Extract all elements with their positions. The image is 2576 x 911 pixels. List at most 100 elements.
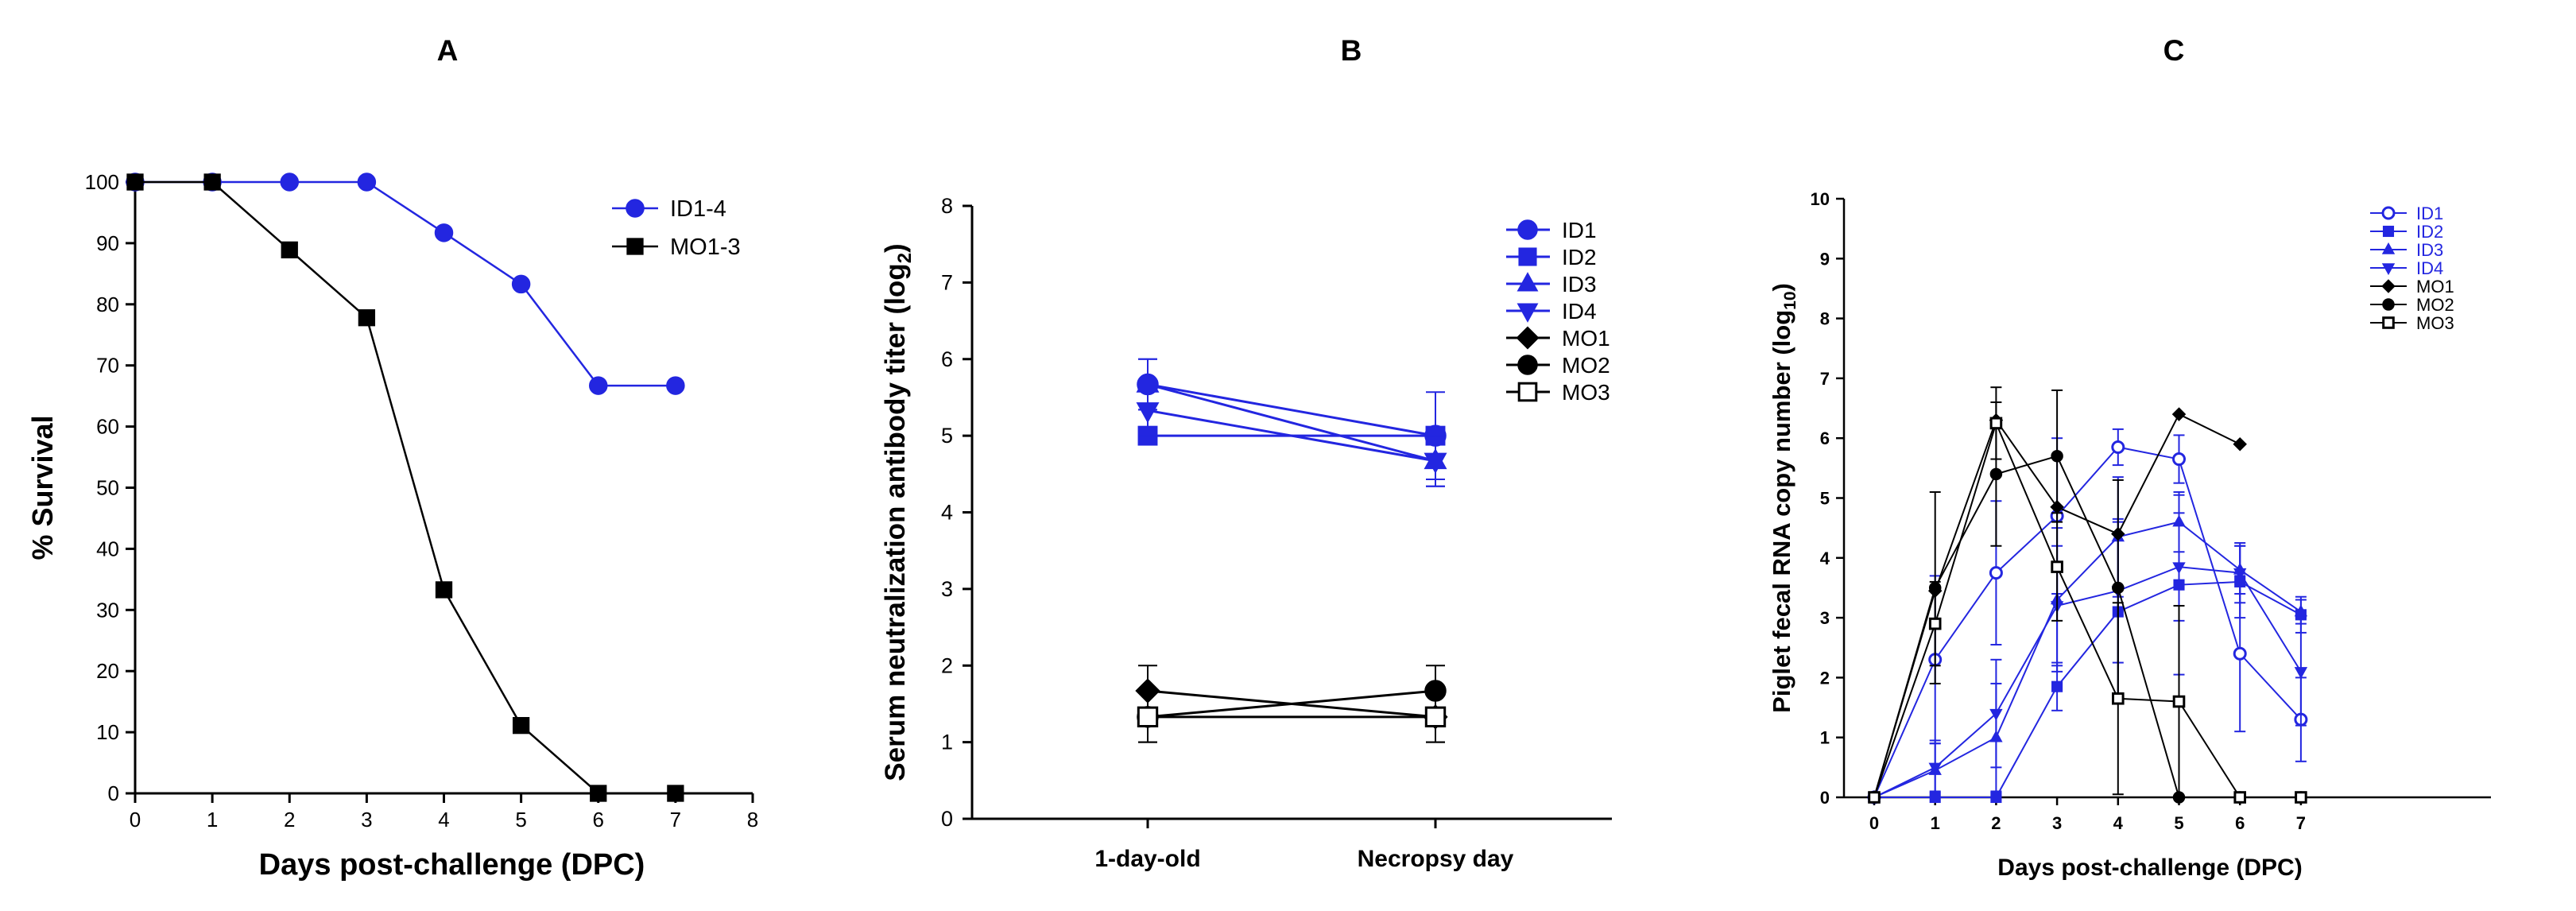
panel-b-label: B — [1341, 34, 1362, 67]
y-tick-label: 30 — [96, 598, 119, 622]
y-tick-label: 3 — [1820, 608, 1830, 628]
x-axis-title: Days post-challenge (DPC) — [1997, 855, 2302, 881]
series-line-MO2 — [1873, 455, 2301, 798]
legend-label: MO2 — [2416, 295, 2454, 315]
legend-marker-ID2 — [1518, 247, 1537, 266]
series-line-MO3 — [1873, 421, 2301, 798]
y-tick-label: 100 — [85, 170, 119, 194]
data-point-ID1 — [2233, 646, 2247, 661]
data-point-ID1-4 — [511, 274, 531, 294]
x-tick-label: 4 — [2113, 813, 2124, 833]
data-point-MO1-3 — [126, 173, 144, 191]
panel-a-chart: 0 10 20 30 40 50 60 70 80 90 100 0 1 2 3 4 5 6 7 8 Days post… — [26, 170, 758, 882]
legend-marker-ID1 — [2381, 206, 2396, 220]
y-tick-label: 0 — [1820, 788, 1830, 808]
y-tick-label: 90 — [96, 231, 119, 255]
data-point-MO3 — [2172, 695, 2186, 708]
y-tick-label: 60 — [96, 415, 119, 439]
data-point-MO1-3 — [667, 785, 684, 802]
panel-b-chart: 0 1 2 3 4 5 6 7 8 1-day-old Necropsy day Serum neut… — [880, 194, 1612, 872]
x-tick-label: 1 — [1931, 813, 1940, 833]
y-tick-label: 8 — [1820, 309, 1830, 329]
x-tick-label: 8 — [747, 808, 758, 832]
y-tick-label: 6 — [941, 347, 953, 371]
legend-marker-ID3 — [1517, 272, 1539, 292]
legend-marker-MO1 — [2381, 279, 2396, 293]
x-tick-label: 3 — [2052, 813, 2062, 833]
y-tick-label: 9 — [1820, 249, 1830, 269]
legend-marker-ID1-4 — [626, 199, 645, 218]
legend-label: ID3 — [1562, 272, 1597, 297]
legend-marker-ID3 — [2381, 242, 2396, 254]
data-point-ID1 — [1989, 566, 2003, 580]
legend-marker-ID2 — [2382, 225, 2395, 238]
data-point-ID2 — [1990, 791, 2002, 804]
data-point-MO2 — [1989, 467, 2003, 481]
series-line-MO1-3 — [135, 180, 676, 795]
y-tick-label: 7 — [941, 270, 953, 294]
y-axis-title: Serum neutralization antibody titer (log… — [880, 243, 916, 781]
x-tick-label: 6 — [2235, 813, 2245, 833]
y-axis-title: Piglet fecal RNA copy number (log10) — [1768, 283, 1799, 713]
y-tick-label: 0 — [108, 781, 119, 805]
data-point-MO1-3 — [435, 581, 453, 599]
y-tick-label: 5 — [1820, 489, 1830, 509]
series-line-ID3 — [1147, 383, 1436, 463]
data-point-MO1-3 — [358, 309, 376, 327]
data-point-MO3 — [2112, 692, 2125, 705]
y-tick-label: 4 — [941, 501, 953, 525]
x-tick-label: 0 — [130, 808, 141, 832]
x-tick-label: 7 — [2296, 813, 2306, 833]
y-tick-label: 0 — [941, 807, 953, 831]
panel-c-chart: 0 1 2 3 4 5 6 7 8 9 10 0 1 2 3 4 5 6 7 Days post-challenge … — [1768, 189, 2491, 881]
data-point-MO2 — [2051, 450, 2063, 463]
data-point-MO3 — [2233, 791, 2246, 804]
data-point-ID2 — [2051, 680, 2063, 692]
legend-marker-MO1-3 — [626, 238, 644, 255]
legend-label: ID4 — [2416, 258, 2443, 278]
y-tick-label: 2 — [941, 653, 953, 677]
data-point-ID1-4 — [666, 376, 685, 395]
legend-label: MO1 — [2416, 277, 2454, 297]
legend-marker-MO1 — [1516, 326, 1540, 350]
y-tick-label: 6 — [1820, 428, 1830, 448]
legend-label: ID1 — [2416, 204, 2443, 223]
y-axis-title-subscript: 10 — [1781, 291, 1799, 309]
series-line-ID4 — [1147, 409, 1436, 463]
legend-label: MO1-3 — [670, 235, 741, 260]
legend-label: ID1 — [1562, 218, 1597, 242]
x-tick-label: 7 — [670, 808, 681, 832]
data-point-MO3 — [2051, 560, 2063, 573]
data-point-ID4 — [2172, 562, 2186, 575]
data-point-ID4 — [1928, 762, 1942, 775]
y-tick-label: 8 — [941, 194, 953, 218]
y-tick-label: 5 — [941, 424, 953, 448]
x-tick-label: 6 — [593, 808, 604, 832]
data-point-ID1-4 — [434, 223, 454, 242]
data-point-ID4 — [2233, 568, 2247, 580]
x-tick-label: 3 — [361, 808, 372, 832]
x-tick-label: 2 — [284, 808, 295, 832]
data-point-MO3 — [1928, 617, 1942, 630]
legend-marker-MO3 — [1517, 382, 1538, 402]
data-point-ID4 — [2294, 667, 2308, 679]
y-axis-title-end: ) — [880, 243, 911, 253]
data-point-MO2 — [2112, 581, 2125, 595]
y-tick-label: 20 — [96, 659, 119, 683]
x-tick-label: 4 — [438, 808, 449, 832]
y-axis-title-main: Piglet fecal RNA copy number (log — [1768, 310, 1795, 713]
legend-marker-ID1 — [1517, 219, 1538, 240]
series-line-ID1 — [1873, 446, 2302, 798]
data-point-ID4 — [1989, 708, 2003, 721]
data-point-ID1-4 — [589, 376, 608, 395]
data-point-ID1-4 — [280, 173, 299, 192]
data-point-MO3 — [1137, 706, 1159, 728]
x-tick-label: 5 — [515, 808, 526, 832]
y-tick-label: 1 — [1820, 728, 1830, 748]
y-axis-title-subscript: 2 — [894, 253, 916, 263]
data-point-MO1-3 — [203, 173, 221, 191]
x-tick-label: 0 — [1869, 813, 1879, 833]
legend-marker-MO2 — [2382, 298, 2395, 311]
data-point-MO3 — [1424, 706, 1447, 728]
